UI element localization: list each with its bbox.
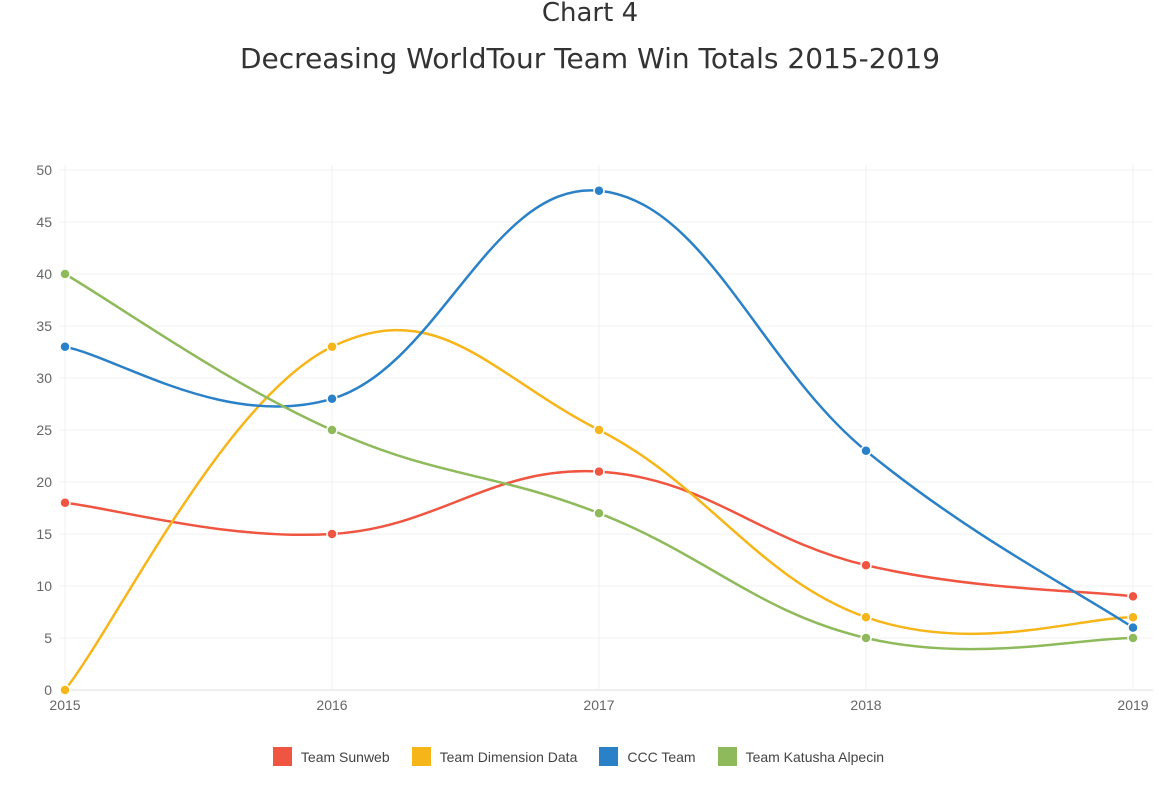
data-point[interactable] (59, 268, 71, 280)
x-tick-label: 2015 (49, 697, 80, 713)
legend-label: CCC Team (627, 748, 696, 765)
y-tick-label: 5 (44, 630, 52, 646)
y-tick-label: 35 (36, 318, 52, 334)
series-line-1 (64, 328, 1134, 691)
legend-label: Team Katusha Alpecin (745, 748, 885, 765)
legend-label: Team Sunweb (300, 748, 390, 765)
x-tick-label: 2019 (1117, 697, 1148, 713)
y-tick-label: 45 (36, 214, 52, 230)
data-point[interactable] (593, 507, 605, 519)
legend-swatch (717, 747, 737, 766)
legend-item[interactable]: Team Dimension Data (411, 747, 578, 766)
y-tick-label: 25 (36, 422, 52, 438)
chart-title: Chart 4 (541, 0, 639, 28)
data-point[interactable] (1127, 621, 1139, 634)
data-point[interactable] (860, 611, 872, 623)
legend-item[interactable]: Team Sunweb (272, 747, 390, 766)
data-point[interactable] (593, 424, 605, 436)
legend-swatch (599, 747, 619, 766)
y-tick-label: 0 (44, 682, 52, 698)
legend-swatch (411, 747, 431, 766)
data-point[interactable] (1127, 590, 1139, 603)
x-tick-label: 2016 (316, 697, 347, 713)
legend-item[interactable]: Team Katusha Alpecin (717, 747, 885, 766)
chart-subtitle: Decreasing WorldTour Team Win Totals 201… (239, 42, 941, 75)
data-point[interactable] (860, 559, 872, 571)
y-tick-label: 20 (36, 474, 52, 490)
data-point[interactable] (326, 393, 338, 405)
y-axis-ticks: 0 5 10 15 20 25 30 35 40 45 50 (36, 162, 52, 698)
data-point[interactable] (59, 497, 71, 509)
y-tick-label: 40 (36, 266, 52, 282)
legend-item[interactable]: CCC Team (599, 747, 696, 766)
y-tick-label: 50 (36, 162, 52, 178)
data-point[interactable] (326, 528, 338, 540)
data-point[interactable] (860, 445, 872, 457)
data-point[interactable] (326, 424, 338, 436)
y-tick-label: 10 (36, 578, 52, 594)
data-point[interactable] (326, 341, 338, 353)
legend-swatch (272, 747, 292, 766)
series-points (59, 185, 1139, 696)
data-point[interactable] (593, 465, 605, 478)
data-point[interactable] (860, 632, 872, 644)
data-point[interactable] (1127, 611, 1139, 623)
legend: Team Sunweb Team Dimension Data CCC Team Te… (0, 747, 1159, 766)
data-point[interactable] (59, 684, 71, 696)
legend-label: Team Dimension Data (439, 748, 578, 765)
data-point[interactable] (593, 185, 605, 197)
y-tick-label: 30 (36, 370, 52, 386)
y-tick-label: 15 (36, 526, 52, 542)
data-point[interactable] (1127, 632, 1139, 644)
data-point[interactable] (59, 341, 71, 353)
x-tick-label: 2018 (850, 697, 881, 713)
x-axis-ticks: 2015 2016 2017 2018 2019 (49, 697, 1148, 713)
x-tick-label: 2017 (583, 697, 614, 713)
grid (59, 165, 1153, 691)
